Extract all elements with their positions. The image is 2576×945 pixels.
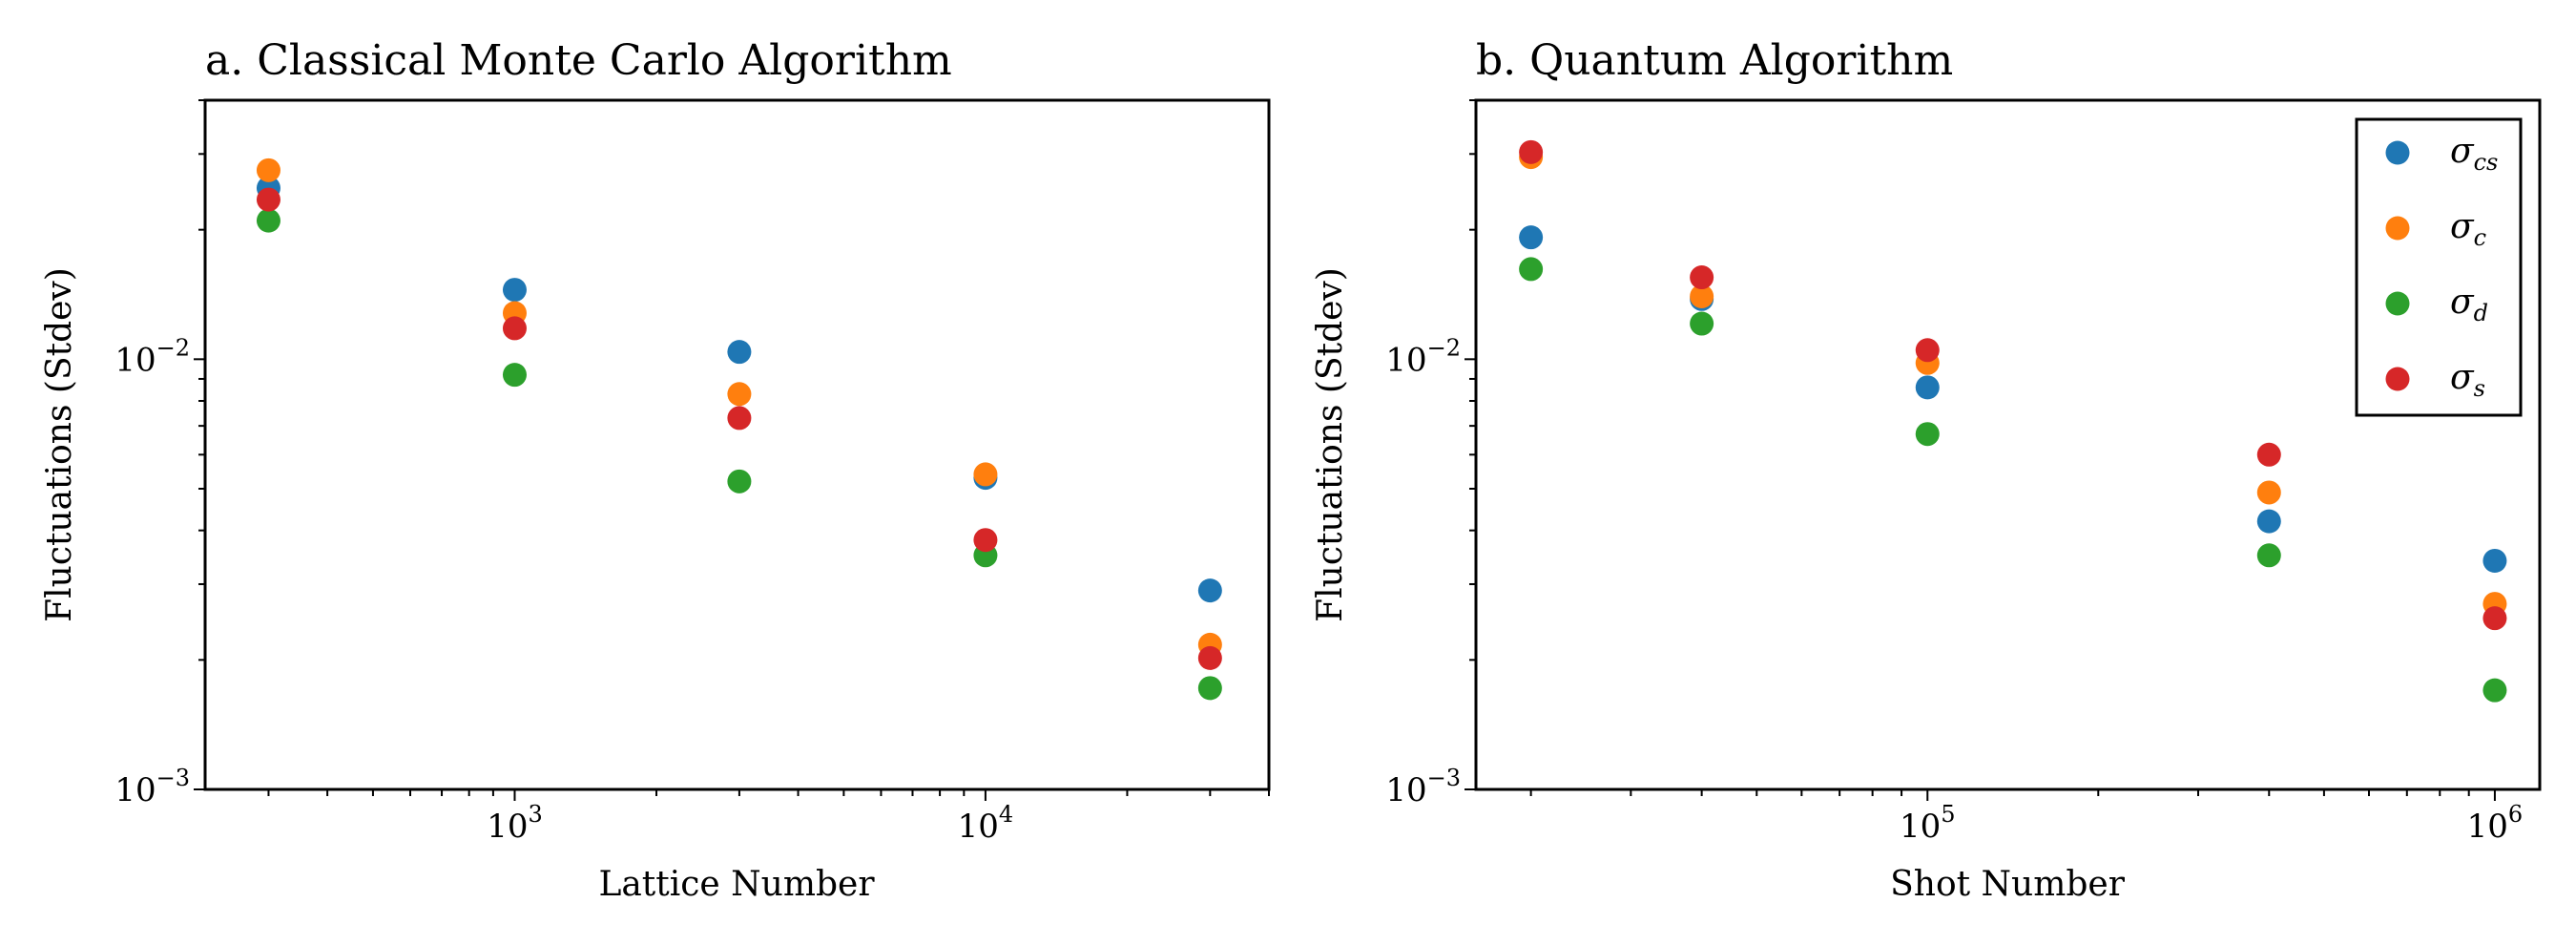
data-point-a-series-3-x-2 [727, 406, 752, 430]
data-point-b-series-2-x-1 [1690, 311, 1714, 336]
data-point-b-series-2-x-2 [1915, 422, 1940, 447]
panel-b-title: b. Quantum Algorithm [1476, 36, 1953, 85]
legend-symbol: σ [2450, 283, 2475, 322]
data-point-b-series-0-x-0 [1519, 225, 1544, 250]
x-tick-base: 10 [1900, 808, 1941, 846]
y-tick-base: 10 [1385, 341, 1426, 379]
data-point-b-series-2-x-4 [2483, 678, 2507, 703]
x-tick-label: 105 [1900, 801, 1956, 846]
data-point-a-series-0-x-4 [1197, 578, 1222, 603]
y-tick-base: 10 [114, 771, 156, 809]
panel-a-axes-frame [203, 98, 1271, 791]
panel-a-ylabel: Fluctuations (Stdev) [40, 267, 79, 622]
y-tick-base: 10 [114, 341, 156, 379]
data-point-a-series-3-x-3 [973, 528, 998, 553]
legend-label-1: σc [2450, 207, 2486, 251]
legend-label-0: σcs [2450, 132, 2498, 176]
data-point-a-series-2-x-4 [1197, 676, 1222, 701]
legend-marker-1 [2385, 216, 2410, 241]
data-point-b-series-2-x-0 [1519, 257, 1544, 282]
legend-frame [2355, 117, 2523, 417]
x-tick-label: 103 [487, 801, 543, 846]
panel-b-points [1519, 139, 2507, 703]
panel-a-title: a. Classical Monte Carlo Algorithm [205, 36, 952, 85]
y-tick-label: 10−3 [1385, 765, 1461, 809]
y-tick-exponent: −3 [156, 765, 190, 791]
y-tick-exponent: −2 [1427, 334, 1461, 361]
legend-symbol: σ [2450, 207, 2475, 246]
data-point-a-series-2-x-0 [256, 208, 280, 233]
x-tick-base: 10 [487, 808, 528, 846]
x-tick-exponent: 3 [528, 801, 542, 828]
legend-marker-0 [2385, 140, 2410, 165]
x-tick-exponent: 4 [999, 801, 1013, 828]
data-point-b-series-1-x-3 [2256, 480, 2281, 505]
legend-subscript: s [2474, 375, 2485, 402]
panel-a-xlabel: Lattice Number [598, 865, 875, 904]
panel-a-points [256, 158, 1222, 701]
data-point-a-series-2-x-1 [502, 363, 527, 388]
legend-subscript: c [2474, 224, 2486, 251]
panel-b-xlabel: Shot Number [1890, 865, 2126, 904]
data-point-b-series-1-x-1 [1690, 284, 1714, 308]
data-point-a-series-3-x-4 [1197, 645, 1222, 670]
legend-marker-3 [2385, 367, 2410, 391]
data-point-b-series-2-x-3 [2256, 543, 2281, 568]
y-tick-label: 10−2 [114, 334, 190, 379]
data-point-a-series-3-x-0 [256, 187, 280, 212]
x-tick-label: 104 [958, 801, 1014, 846]
data-point-b-series-3-x-2 [1915, 338, 1940, 363]
legend-label-2: σd [2450, 283, 2488, 326]
x-tick-exponent: 6 [2508, 801, 2523, 828]
legend-symbol: σ [2450, 358, 2475, 397]
y-tick-exponent: −2 [156, 334, 190, 361]
legend-subscript: cs [2474, 149, 2499, 176]
legend-label-3: σs [2450, 358, 2485, 402]
data-point-b-series-3-x-1 [1690, 265, 1714, 290]
data-point-a-series-1-x-2 [727, 382, 752, 407]
data-point-b-series-3-x-3 [2256, 442, 2281, 467]
data-point-b-series-0-x-4 [2483, 548, 2507, 573]
data-point-a-series-3-x-1 [502, 316, 527, 341]
data-point-a-series-1-x-0 [256, 158, 280, 182]
y-tick-label: 10−2 [1385, 334, 1461, 379]
y-tick-label: 10−3 [114, 765, 190, 809]
data-point-b-series-3-x-0 [1519, 139, 1544, 164]
y-tick-base: 10 [1385, 771, 1426, 809]
x-tick-base: 10 [2467, 808, 2508, 846]
legend-subscript: d [2474, 300, 2488, 326]
data-point-b-series-0-x-3 [2256, 509, 2281, 534]
x-tick-base: 10 [958, 808, 999, 846]
data-point-a-series-1-x-3 [973, 462, 998, 487]
x-tick-exponent: 5 [1941, 801, 1955, 828]
legend-symbol: σ [2450, 132, 2475, 171]
panel-b-axes-frame [1474, 98, 2542, 791]
data-point-a-series-0-x-2 [727, 340, 752, 365]
x-tick-label: 106 [2467, 801, 2524, 846]
data-point-b-series-3-x-4 [2483, 606, 2507, 631]
data-point-a-series-2-x-2 [727, 469, 752, 494]
y-tick-exponent: −3 [1427, 765, 1461, 791]
data-point-a-series-0-x-1 [502, 278, 527, 303]
legend-marker-2 [2385, 291, 2410, 316]
panel-b-ylabel: Fluctuations (Stdev) [1311, 267, 1350, 622]
data-point-b-series-0-x-2 [1915, 375, 1940, 400]
panel-a: a. Classical Monte Carlo Algorithm 103 10… [40, 36, 1271, 904]
